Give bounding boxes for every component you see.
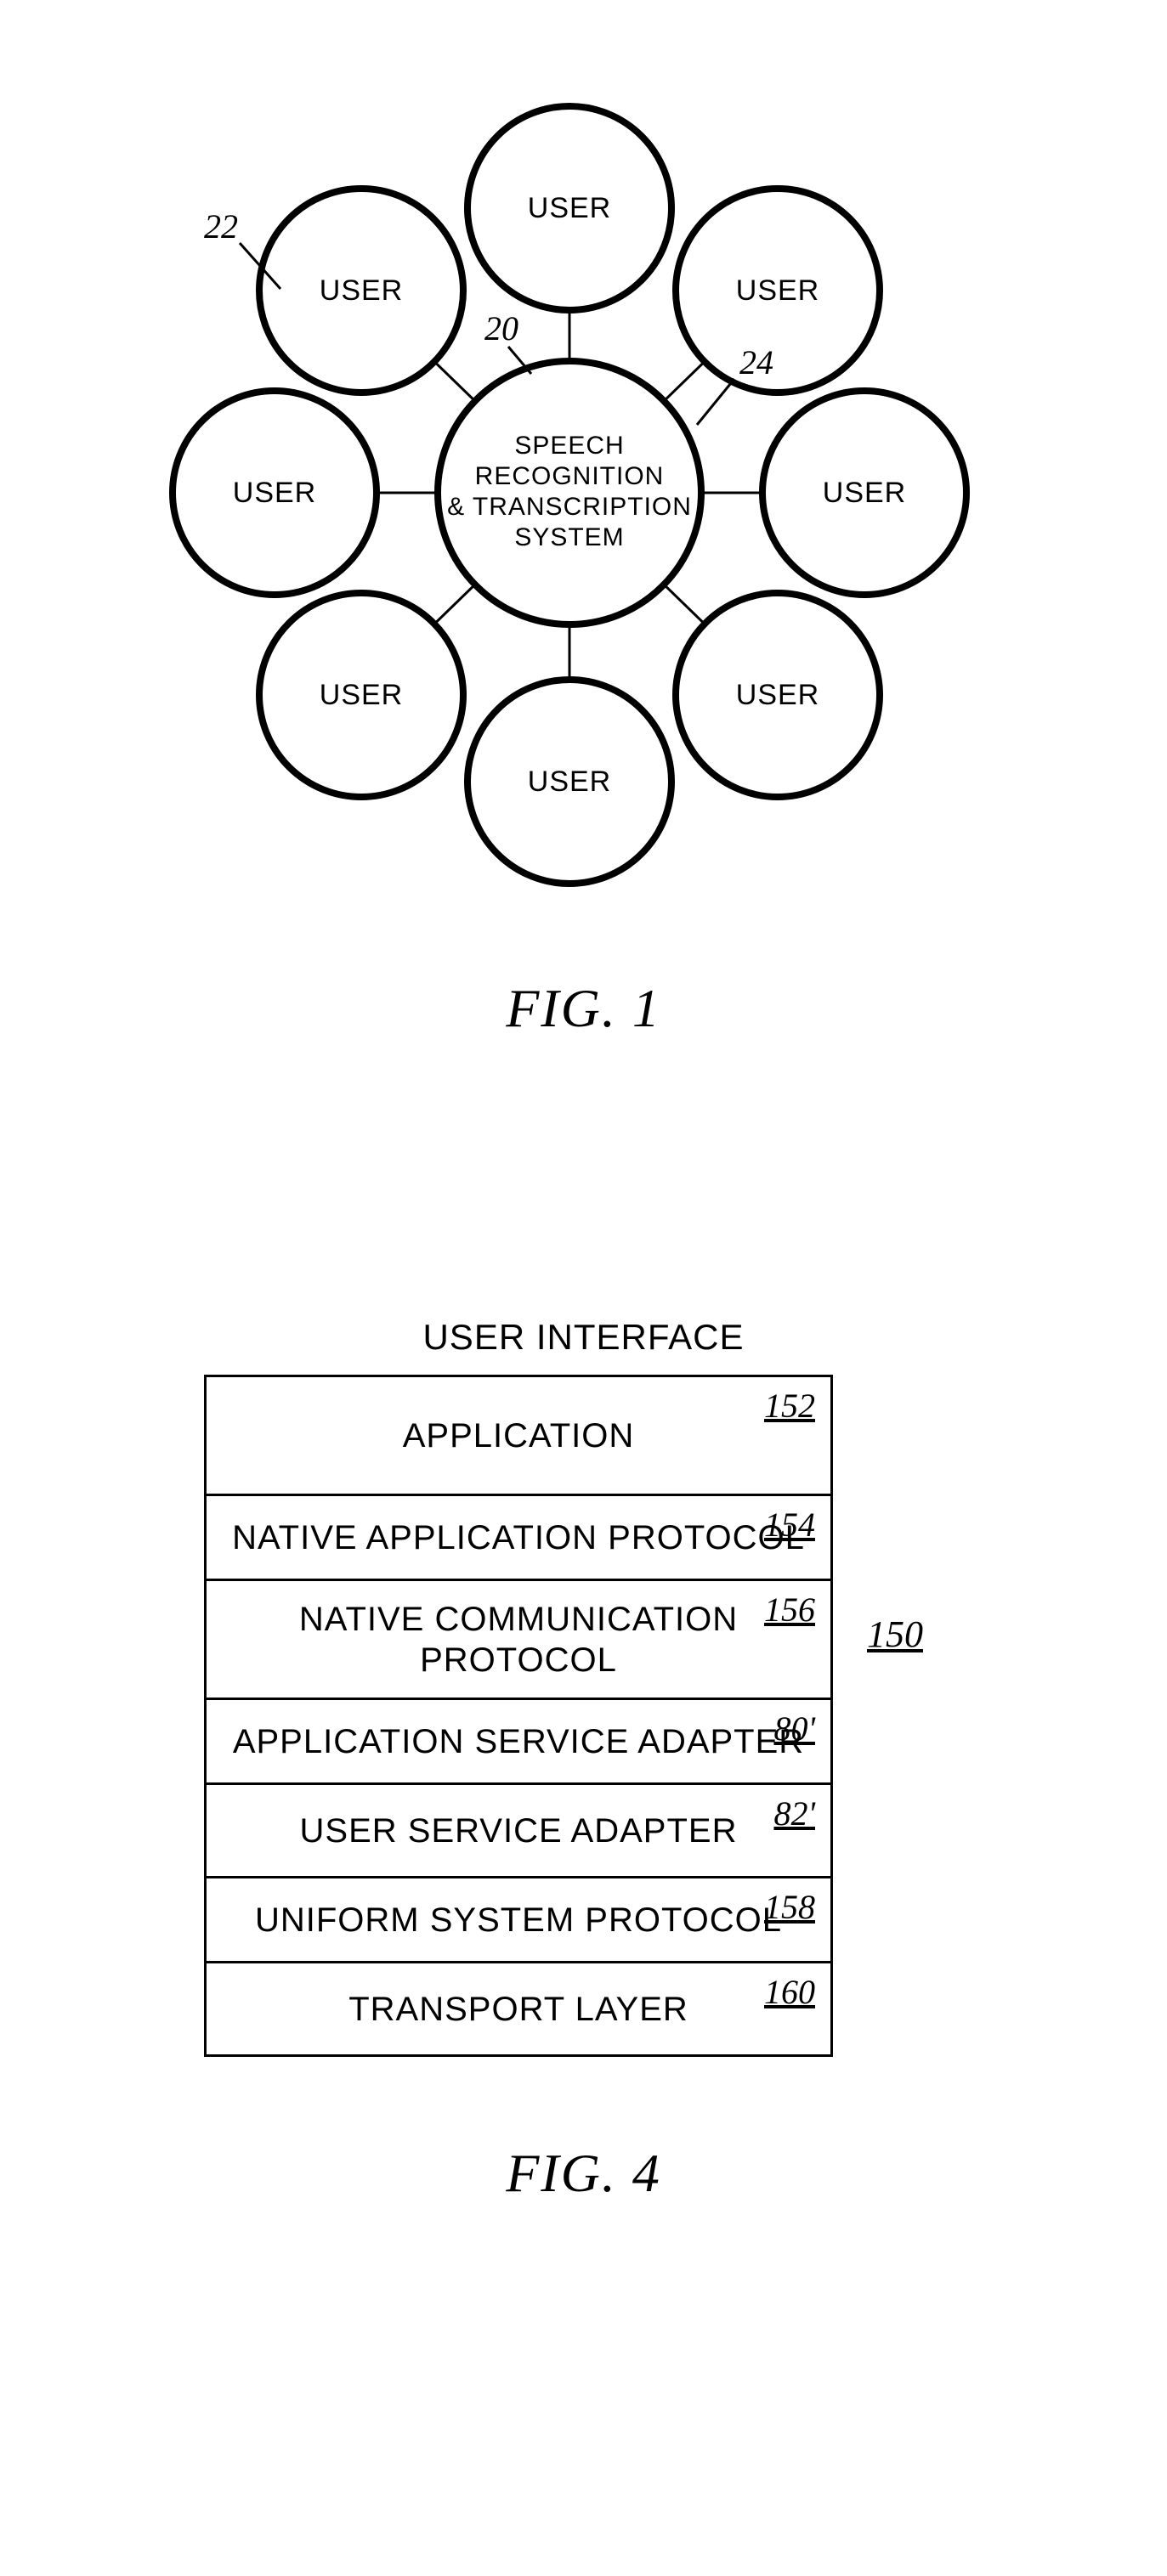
fig1-caption: FIG. 1 [0,977,1167,1040]
user-node-label: USER [320,679,403,711]
user-node-label: USER [233,477,316,509]
user-node-label: USER [736,679,819,711]
figure-4: USER INTERFACE APPLICATION 152 NATIVE APPL… [0,1317,1167,2205]
stack-row: NATIVE APPLICATION PROTOCOL154 [207,1496,830,1581]
protocol-stack-table: APPLICATION 152 NATIVE APPLICATION PROTOCO… [204,1375,833,2057]
stack-row-label: APPLICATION SERVICE ADAPTER [233,1721,804,1762]
stack-row-ref: 158 [764,1887,815,1927]
center-node-label-line: RECOGNITION [475,462,665,490]
fig4-title: USER INTERFACE [0,1317,1167,1358]
stack-row-ref: 80' [773,1709,815,1748]
user-node-label: USER [823,477,906,509]
center-node-label-line: SPEECH [514,432,624,460]
stack-row-ref: 82' [773,1794,815,1833]
fig4-outer-ref: 150 [867,1613,923,1656]
stack-row: UNIFORM SYSTEM PROTOCOL158 [207,1878,830,1963]
stack-row: APPLICATION 152 [207,1377,830,1496]
page: USER USER USER USER USER USER USER USER SPEECHRE… [0,0,1167,2576]
user-node-label: USER [736,274,819,307]
leader-line [697,379,734,425]
leader-ref-label: 24 [739,343,773,381]
stack-row: NATIVE COMMUNICATIONPROTOCOL 156 [207,1581,830,1700]
fig4-caption: FIG. 4 [0,2142,1167,2205]
fig4-stack-wrap: APPLICATION 152 NATIVE APPLICATION PROTOCO… [0,1375,1167,2057]
stack-row-label: TRANSPORT LAYER [348,1989,688,2030]
stack-row-label: NATIVE APPLICATION PROTOCOL [232,1517,805,1558]
stack-row-ref: 160 [764,1972,815,2012]
stack-row-ref: 156 [764,1590,815,1630]
stack-row-ref: 154 [764,1505,815,1545]
user-node-label: USER [528,765,611,798]
center-node-label-line: & TRANSCRIPTION [447,493,692,521]
center-ref-label: 20 [484,309,518,347]
stack-row: TRANSPORT LAYER 160 [207,1963,830,2057]
user-node-label: USER [320,274,403,307]
figure-1: USER USER USER USER USER USER USER USER SPEECHRE… [0,0,1167,1138]
stack-row-label: APPLICATION [403,1415,635,1456]
stack-row-ref: 152 [764,1386,815,1426]
center-node-label-line: SYSTEM [514,523,624,551]
stack-row-label: NATIVE COMMUNICATIONPROTOCOL [299,1599,738,1681]
stack-row-label: UNIFORM SYSTEM PROTOCOL [255,1900,782,1940]
stack-row: USER SERVICE ADAPTER 82' [207,1785,830,1878]
leader-ref-label: 22 [204,207,238,246]
stack-row-label: USER SERVICE ADAPTER [300,1811,738,1851]
user-node-label: USER [528,192,611,224]
fig1-diagram: USER USER USER USER USER USER USER USER SPEECHRE… [144,68,994,918]
stack-row: APPLICATION SERVICE ADAPTER80' [207,1700,830,1785]
